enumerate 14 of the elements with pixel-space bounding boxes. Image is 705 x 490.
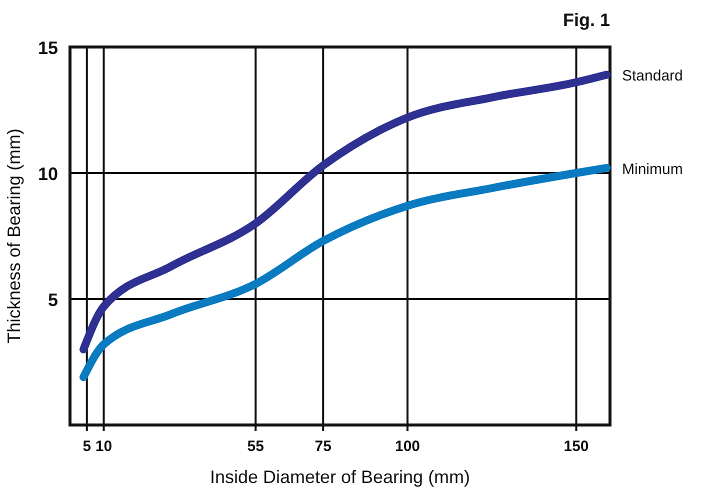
x-tick-label: 100 <box>394 438 420 455</box>
chart-title: Fig. 1 <box>562 10 610 30</box>
y-tick-label: 15 <box>38 38 58 58</box>
x-axis-title: Inside Diameter of Bearing (mm) <box>210 467 470 487</box>
x-tick-label: 75 <box>314 438 332 455</box>
series-label: Standard <box>622 68 683 85</box>
x-tick-label: 10 <box>95 438 112 455</box>
y-axis-title: Thickness of Bearing (mm) <box>4 128 24 344</box>
x-tick-label: 150 <box>564 438 589 455</box>
y-tick-label: 10 <box>38 164 58 184</box>
x-tick-label: 55 <box>247 438 264 455</box>
series-label: Minimum <box>622 160 683 178</box>
y-tick-label: 5 <box>48 290 58 310</box>
x-tick-label: 5 <box>82 438 92 455</box>
